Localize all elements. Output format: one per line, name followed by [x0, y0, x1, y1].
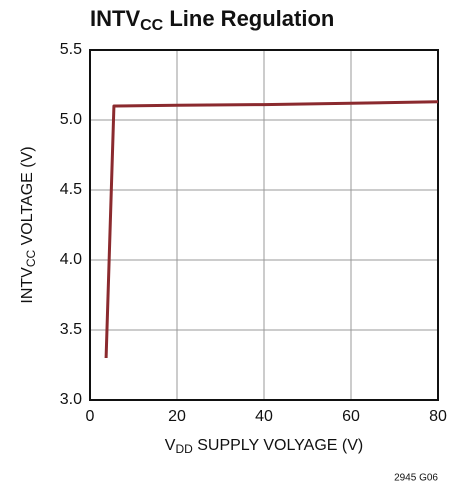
title-part: Line Regulation: [163, 6, 334, 31]
chart-title: INTVCC Line Regulation: [90, 6, 334, 34]
annotation: 2945 G06: [394, 473, 438, 484]
y-tick-label: 4.0: [60, 251, 82, 268]
y-axis-label: INTVCC VOLTAGE (V): [19, 146, 38, 303]
y-tick-label: 5.0: [60, 111, 82, 128]
title-sub: CC: [140, 17, 164, 34]
plot-frame: [89, 49, 439, 401]
y-label-part: INTV: [19, 267, 36, 304]
data-line: [104, 100, 439, 359]
x-label-part: V: [165, 437, 176, 454]
y-label-part: VOLTAGE (V): [19, 146, 36, 249]
x-tick-label: 60: [342, 408, 360, 425]
x-tick-label: 40: [255, 408, 273, 425]
y-tick-label: 3.5: [60, 321, 82, 338]
y-tick-label: 4.5: [60, 181, 82, 198]
title-part: INTV: [90, 6, 140, 31]
x-label-part: SUPPLY VOLYAGE (V): [193, 437, 363, 454]
x-label-sub: DD: [175, 442, 193, 456]
x-tick-label: 0: [86, 408, 95, 425]
y-label-sub: CC: [24, 249, 38, 267]
x-axis-label: VDD SUPPLY VOLYAGE (V): [165, 437, 363, 456]
y-tick-label: 3.0: [60, 391, 82, 408]
y-tick-label: 5.5: [60, 41, 82, 58]
x-tick-label: 80: [429, 408, 447, 425]
x-tick-label: 20: [168, 408, 186, 425]
